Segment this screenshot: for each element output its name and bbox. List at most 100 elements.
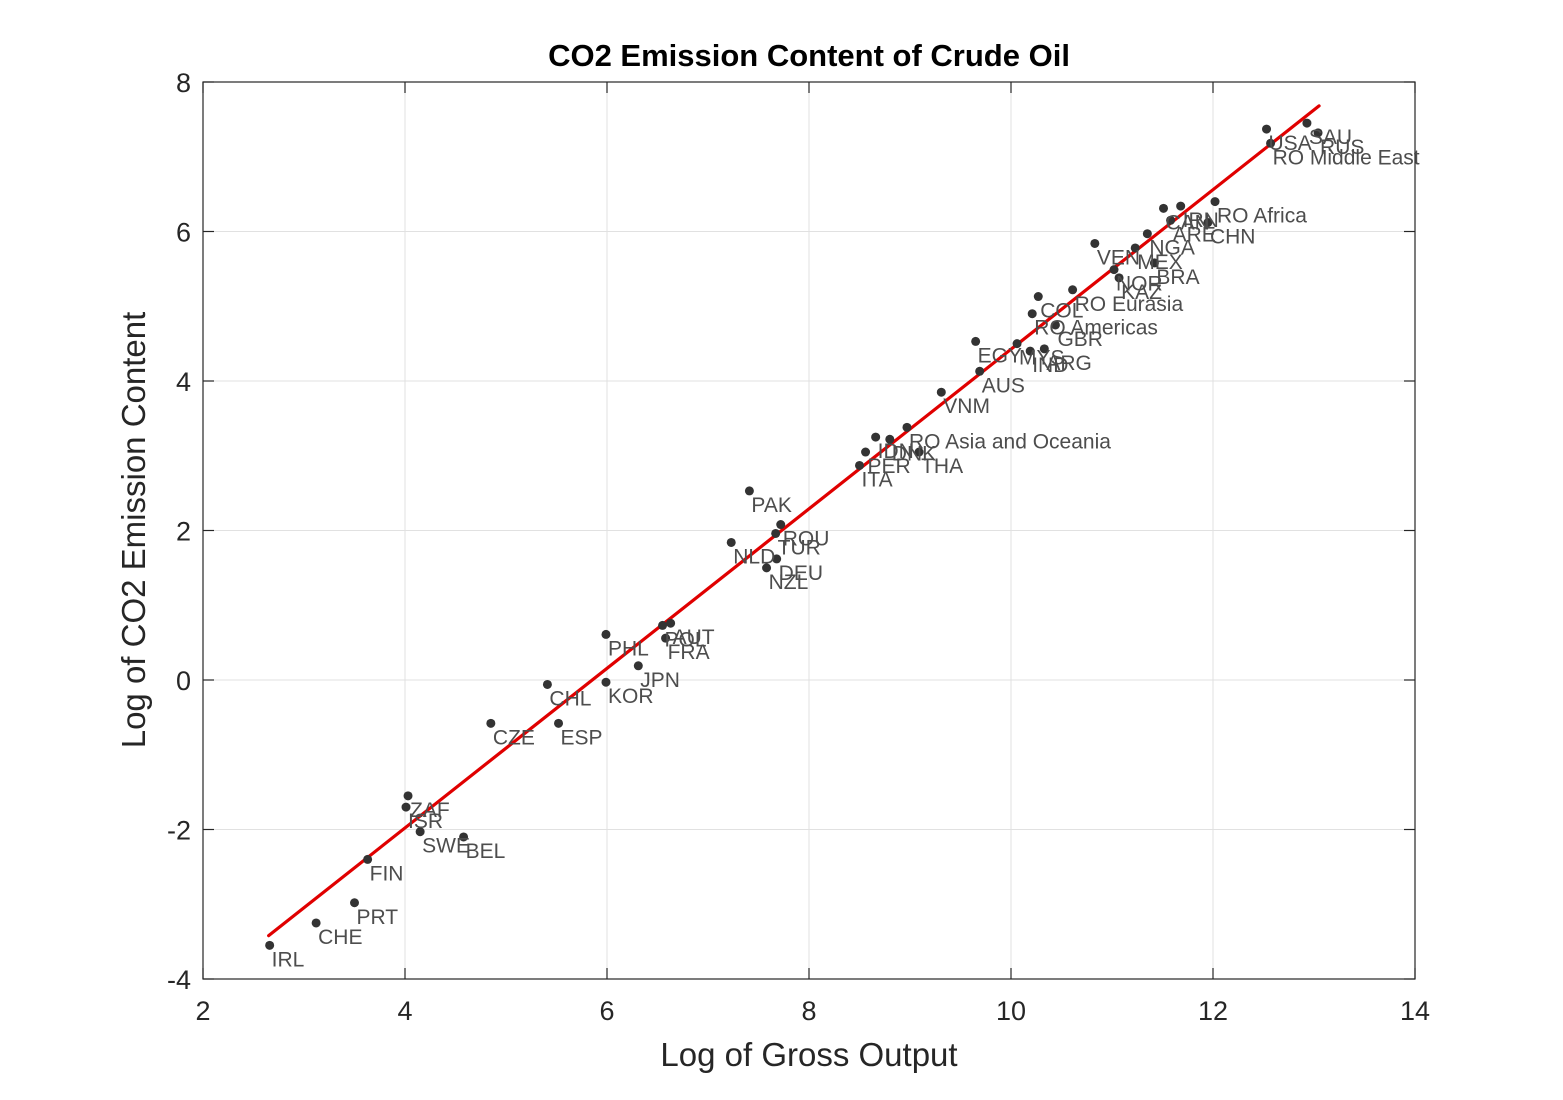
data-point: [726, 537, 736, 547]
data-point: [459, 832, 469, 842]
x-tick-label: 4: [397, 996, 412, 1026]
data-point-label: SWE: [422, 835, 470, 858]
x-tick-label: 14: [1400, 996, 1430, 1026]
data-point-label: IRL: [272, 948, 305, 971]
data-point-label: RO Eurasia: [1075, 293, 1184, 316]
data-point-label: EGY: [978, 344, 1022, 367]
data-point: [871, 432, 881, 442]
data-point-label: IND: [1032, 354, 1068, 377]
data-point-label: ESP: [561, 726, 603, 749]
data-point-label: CAN: [1166, 211, 1210, 234]
fit-line-group: [267, 104, 1321, 938]
x-tick-label: 10: [996, 996, 1026, 1026]
data-point: [771, 528, 781, 538]
y-tick-label: -4: [167, 965, 191, 995]
data-points: [265, 118, 1323, 950]
x-tick-label: 8: [801, 996, 816, 1026]
data-point: [1302, 118, 1312, 128]
data-point-label: IDN: [878, 440, 914, 463]
data-point: [1050, 320, 1060, 330]
axis-ticks: 2 4 6 8 10 12 14 -4 -2 0 2 4 6 8: [167, 68, 1430, 1026]
data-point: [1033, 292, 1043, 302]
data-point-label: DNK: [892, 442, 936, 465]
data-point: [666, 618, 676, 628]
data-point-label: RO Asia and Oceania: [909, 430, 1111, 453]
data-point-label: BEL: [466, 840, 506, 863]
data-point: [661, 633, 671, 643]
data-point: [1203, 218, 1213, 228]
data-point: [1176, 201, 1186, 211]
data-point: [415, 827, 425, 837]
data-point-label: NZL: [769, 571, 809, 594]
data-point: [1114, 273, 1124, 283]
data-point-label: FRA: [668, 641, 710, 664]
data-point: [936, 387, 946, 397]
data-point: [1068, 285, 1078, 295]
data-point: [1159, 203, 1169, 213]
y-tick-label: 2: [176, 517, 191, 547]
data-point: [1025, 346, 1035, 356]
fit-line: [267, 104, 1321, 938]
data-point-label: AUS: [982, 374, 1025, 397]
data-point-label: IRN: [1183, 209, 1219, 232]
data-point-label: TUR: [778, 536, 821, 559]
x-axis-label: Log of Gross Output: [660, 1036, 957, 1073]
data-point-label: NOR: [1116, 273, 1163, 296]
data-point: [350, 898, 359, 908]
data-point: [1210, 197, 1220, 207]
data-point: [403, 791, 413, 801]
data-point: [855, 460, 864, 470]
data-point: [363, 854, 373, 864]
y-tick-label: 4: [176, 367, 191, 397]
data-point: [1109, 265, 1119, 275]
data-point-label: PRT: [357, 906, 399, 929]
data-point: [1130, 243, 1140, 253]
data-point-label: ARG: [1046, 352, 1092, 375]
data-point-label: DEU: [779, 562, 823, 585]
data-point: [633, 661, 643, 671]
y-tick-label: 8: [176, 68, 191, 98]
data-point-label: PHL: [608, 637, 649, 660]
data-point-label: CHL: [549, 687, 591, 710]
data-point: [861, 447, 871, 457]
data-point-label: JPN: [640, 669, 680, 692]
data-point: [601, 677, 611, 687]
data-point: [971, 336, 981, 346]
data-point-label: AUT: [673, 626, 715, 649]
data-point: [1149, 258, 1159, 268]
data-point: [776, 520, 786, 530]
data-point: [744, 486, 754, 496]
data-point: [401, 802, 411, 812]
data-point-label: SAU: [1309, 126, 1352, 149]
chart-title: CO2 Emission Content of Crude Oil: [548, 38, 1070, 73]
x-tick-label: 6: [599, 996, 614, 1026]
data-point-label: VEN: [1097, 246, 1140, 269]
y-tick-label: 0: [176, 666, 191, 696]
data-point-label: RO Middle East: [1273, 146, 1420, 169]
data-point-label: RO Americas: [1034, 317, 1158, 340]
y-tick-label: 6: [176, 218, 191, 248]
data-point: [772, 554, 782, 564]
data-point: [1142, 229, 1152, 239]
data-point: [486, 718, 496, 728]
data-point: [601, 629, 611, 639]
data-point-label: RO Africa: [1217, 205, 1307, 228]
x-tick-label: 12: [1198, 996, 1228, 1026]
data-point-label: GBR: [1057, 328, 1103, 351]
data-point-label: MEX: [1137, 251, 1183, 274]
data-point-label: KAZ: [1121, 281, 1162, 304]
data-point-label: POL: [665, 628, 707, 651]
data-point: [1090, 238, 1100, 248]
data-point-label: ROU: [783, 528, 830, 551]
data-point-label: NGA: [1149, 237, 1195, 260]
data-point: [542, 679, 552, 689]
data-point-label: PER: [868, 455, 911, 478]
data-point: [1039, 344, 1049, 354]
data-point: [265, 940, 275, 950]
data-point-label: RUS: [1320, 136, 1364, 159]
data-point-label: MYS: [1019, 347, 1065, 370]
data-point-label: KOR: [608, 685, 654, 708]
data-point: [311, 918, 321, 928]
